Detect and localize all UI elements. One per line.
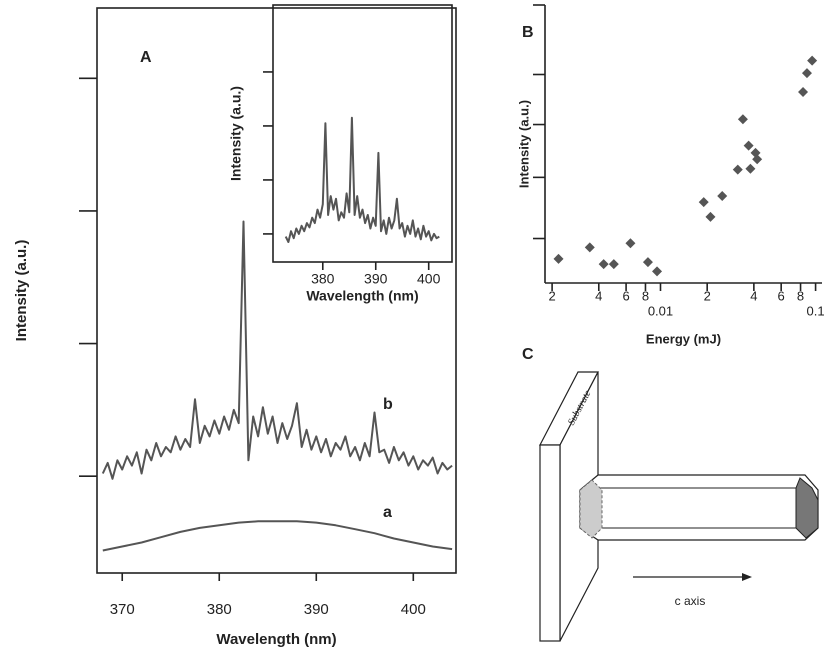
rod-tip bbox=[795, 477, 819, 539]
plot-frame bbox=[96, 7, 457, 574]
data-point bbox=[737, 114, 748, 125]
data-point bbox=[801, 68, 812, 79]
x-axis-label: Wavelength (nm) bbox=[306, 288, 418, 304]
data-point bbox=[553, 253, 564, 264]
data-point bbox=[807, 55, 818, 66]
curve-label: a bbox=[383, 504, 392, 521]
data-point bbox=[625, 238, 636, 249]
data-point bbox=[642, 257, 653, 268]
data-point bbox=[743, 140, 754, 151]
spectrum-line bbox=[102, 520, 453, 552]
x-tick-label: 6 bbox=[622, 288, 629, 303]
x-tick-label: 390 bbox=[364, 271, 388, 287]
x-tick-label: 2 bbox=[704, 288, 711, 303]
y-axis-label: Intensity (a.u.) bbox=[516, 100, 531, 188]
nanorod bbox=[579, 474, 819, 541]
x-tick-label: 400 bbox=[417, 271, 441, 287]
data-point bbox=[705, 211, 716, 222]
data-point bbox=[584, 242, 595, 253]
data-point bbox=[652, 266, 663, 277]
spectrum-line bbox=[284, 116, 440, 243]
x-tick-label: 390 bbox=[304, 601, 329, 618]
data-point bbox=[698, 197, 709, 208]
panel-label: C bbox=[522, 346, 534, 363]
x-tick-label: 8 bbox=[642, 288, 649, 303]
data-point bbox=[717, 190, 728, 201]
x-axis-label: Energy (mJ) bbox=[646, 331, 721, 346]
x-tick-label: 0.1 bbox=[807, 303, 824, 318]
curve-label: b bbox=[383, 396, 393, 413]
data-point bbox=[608, 259, 619, 270]
rod-base bbox=[579, 479, 603, 539]
diagram-c: C Substrate c axis bbox=[522, 346, 819, 642]
substrate-front bbox=[539, 444, 561, 642]
x-tick-label: 380 bbox=[207, 601, 232, 618]
arrow-head bbox=[742, 573, 752, 581]
axis-label: c axis bbox=[675, 594, 706, 608]
x-tick-label: 6 bbox=[778, 288, 785, 303]
data-point bbox=[598, 259, 609, 270]
x-tick-label: 4 bbox=[595, 288, 602, 303]
panel-label: B bbox=[522, 24, 534, 41]
data-point bbox=[798, 87, 809, 98]
plot-frame bbox=[272, 4, 453, 263]
data-point bbox=[752, 154, 763, 165]
x-tick-label: 2 bbox=[548, 288, 555, 303]
y-axis-label: Intensity (a.u.) bbox=[13, 240, 30, 342]
data-point bbox=[745, 163, 756, 174]
panel-label: A bbox=[140, 49, 152, 66]
x-tick-label: 8 bbox=[797, 288, 804, 303]
data-point bbox=[732, 164, 743, 175]
spectrum-line bbox=[101, 220, 453, 480]
y-axis-label: Intensity (a.u.) bbox=[228, 86, 244, 181]
x-tick-label: 400 bbox=[401, 601, 426, 618]
x-tick-label: 380 bbox=[311, 271, 335, 287]
x-axis-label: Wavelength (nm) bbox=[216, 631, 336, 648]
x-tick-label: 0.01 bbox=[648, 303, 673, 318]
x-tick-label: 370 bbox=[110, 601, 135, 618]
x-tick-label: 4 bbox=[750, 288, 757, 303]
